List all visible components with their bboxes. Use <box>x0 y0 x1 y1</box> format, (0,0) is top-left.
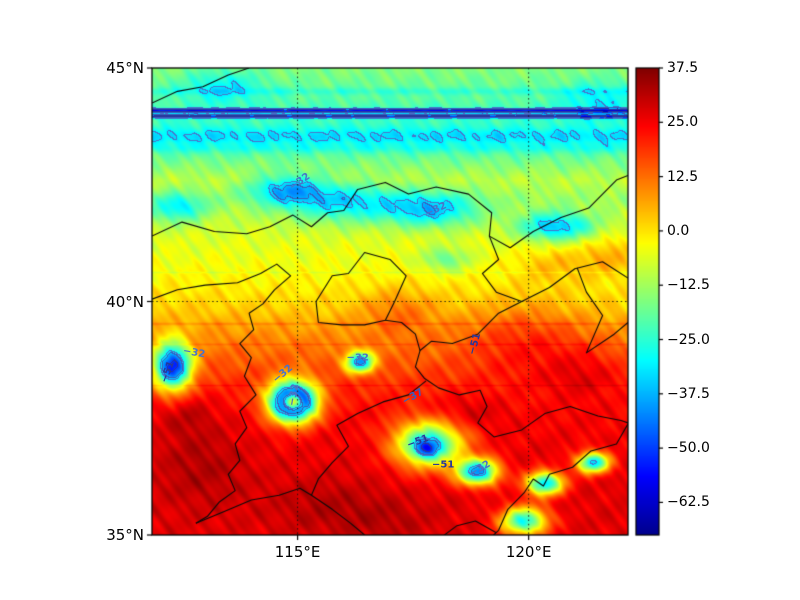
figure: 45°N 40°N 35°N 115°E 120°E 37.5 25.0 12.5 0.0 −12… <box>0 0 800 600</box>
map-canvas <box>0 0 800 600</box>
